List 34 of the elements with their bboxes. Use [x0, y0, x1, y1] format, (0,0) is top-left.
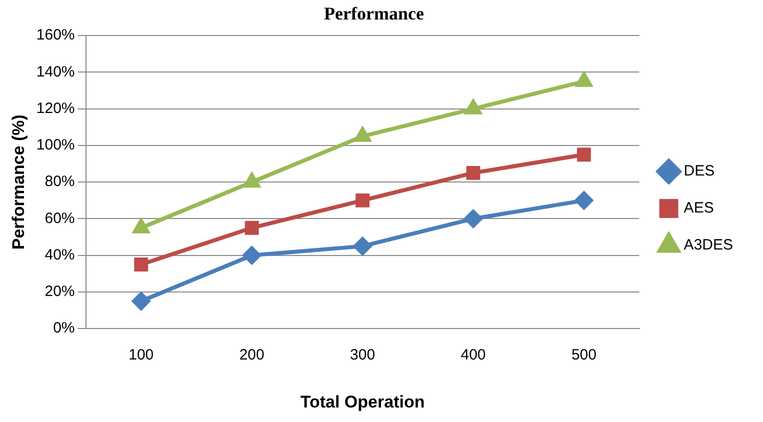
point [132, 292, 150, 310]
point [464, 210, 482, 228]
point [466, 166, 480, 180]
y-tick-label: 140% [36, 63, 75, 80]
point [134, 258, 148, 272]
x-tick-label: 500 [571, 346, 596, 364]
point [244, 220, 259, 235]
x-tick-label: 400 [460, 346, 486, 364]
x-tick-label: 300 [350, 346, 376, 364]
point [465, 100, 482, 114]
y-tick-label: 160% [36, 26, 75, 44]
x-tick-label: 200 [239, 346, 264, 364]
y-tick-label: 100% [36, 136, 75, 154]
point [356, 193, 370, 208]
x-tick-label: 100 [128, 346, 154, 364]
legend-label: AES [684, 200, 714, 217]
legend-label: A3DES [684, 236, 734, 254]
y-tick-label: 0% [53, 320, 75, 337]
point [354, 237, 372, 256]
point [574, 191, 593, 210]
point [576, 72, 592, 87]
y-tick-label: 40% [44, 246, 75, 264]
y-axis-title: Performance (%) [8, 114, 28, 250]
chart-title: Performance [324, 3, 424, 24]
point [242, 246, 261, 264]
x-axis-title: Total Operation [300, 392, 425, 412]
point [354, 127, 371, 142]
point [244, 173, 260, 188]
y-tick-label: 20% [44, 283, 75, 300]
legend-label: DES [684, 162, 715, 180]
y-tick-label: 60% [44, 210, 75, 227]
y-tick-label: 80% [44, 173, 75, 190]
y-tick-label: 120% [36, 100, 75, 117]
point [577, 148, 591, 162]
